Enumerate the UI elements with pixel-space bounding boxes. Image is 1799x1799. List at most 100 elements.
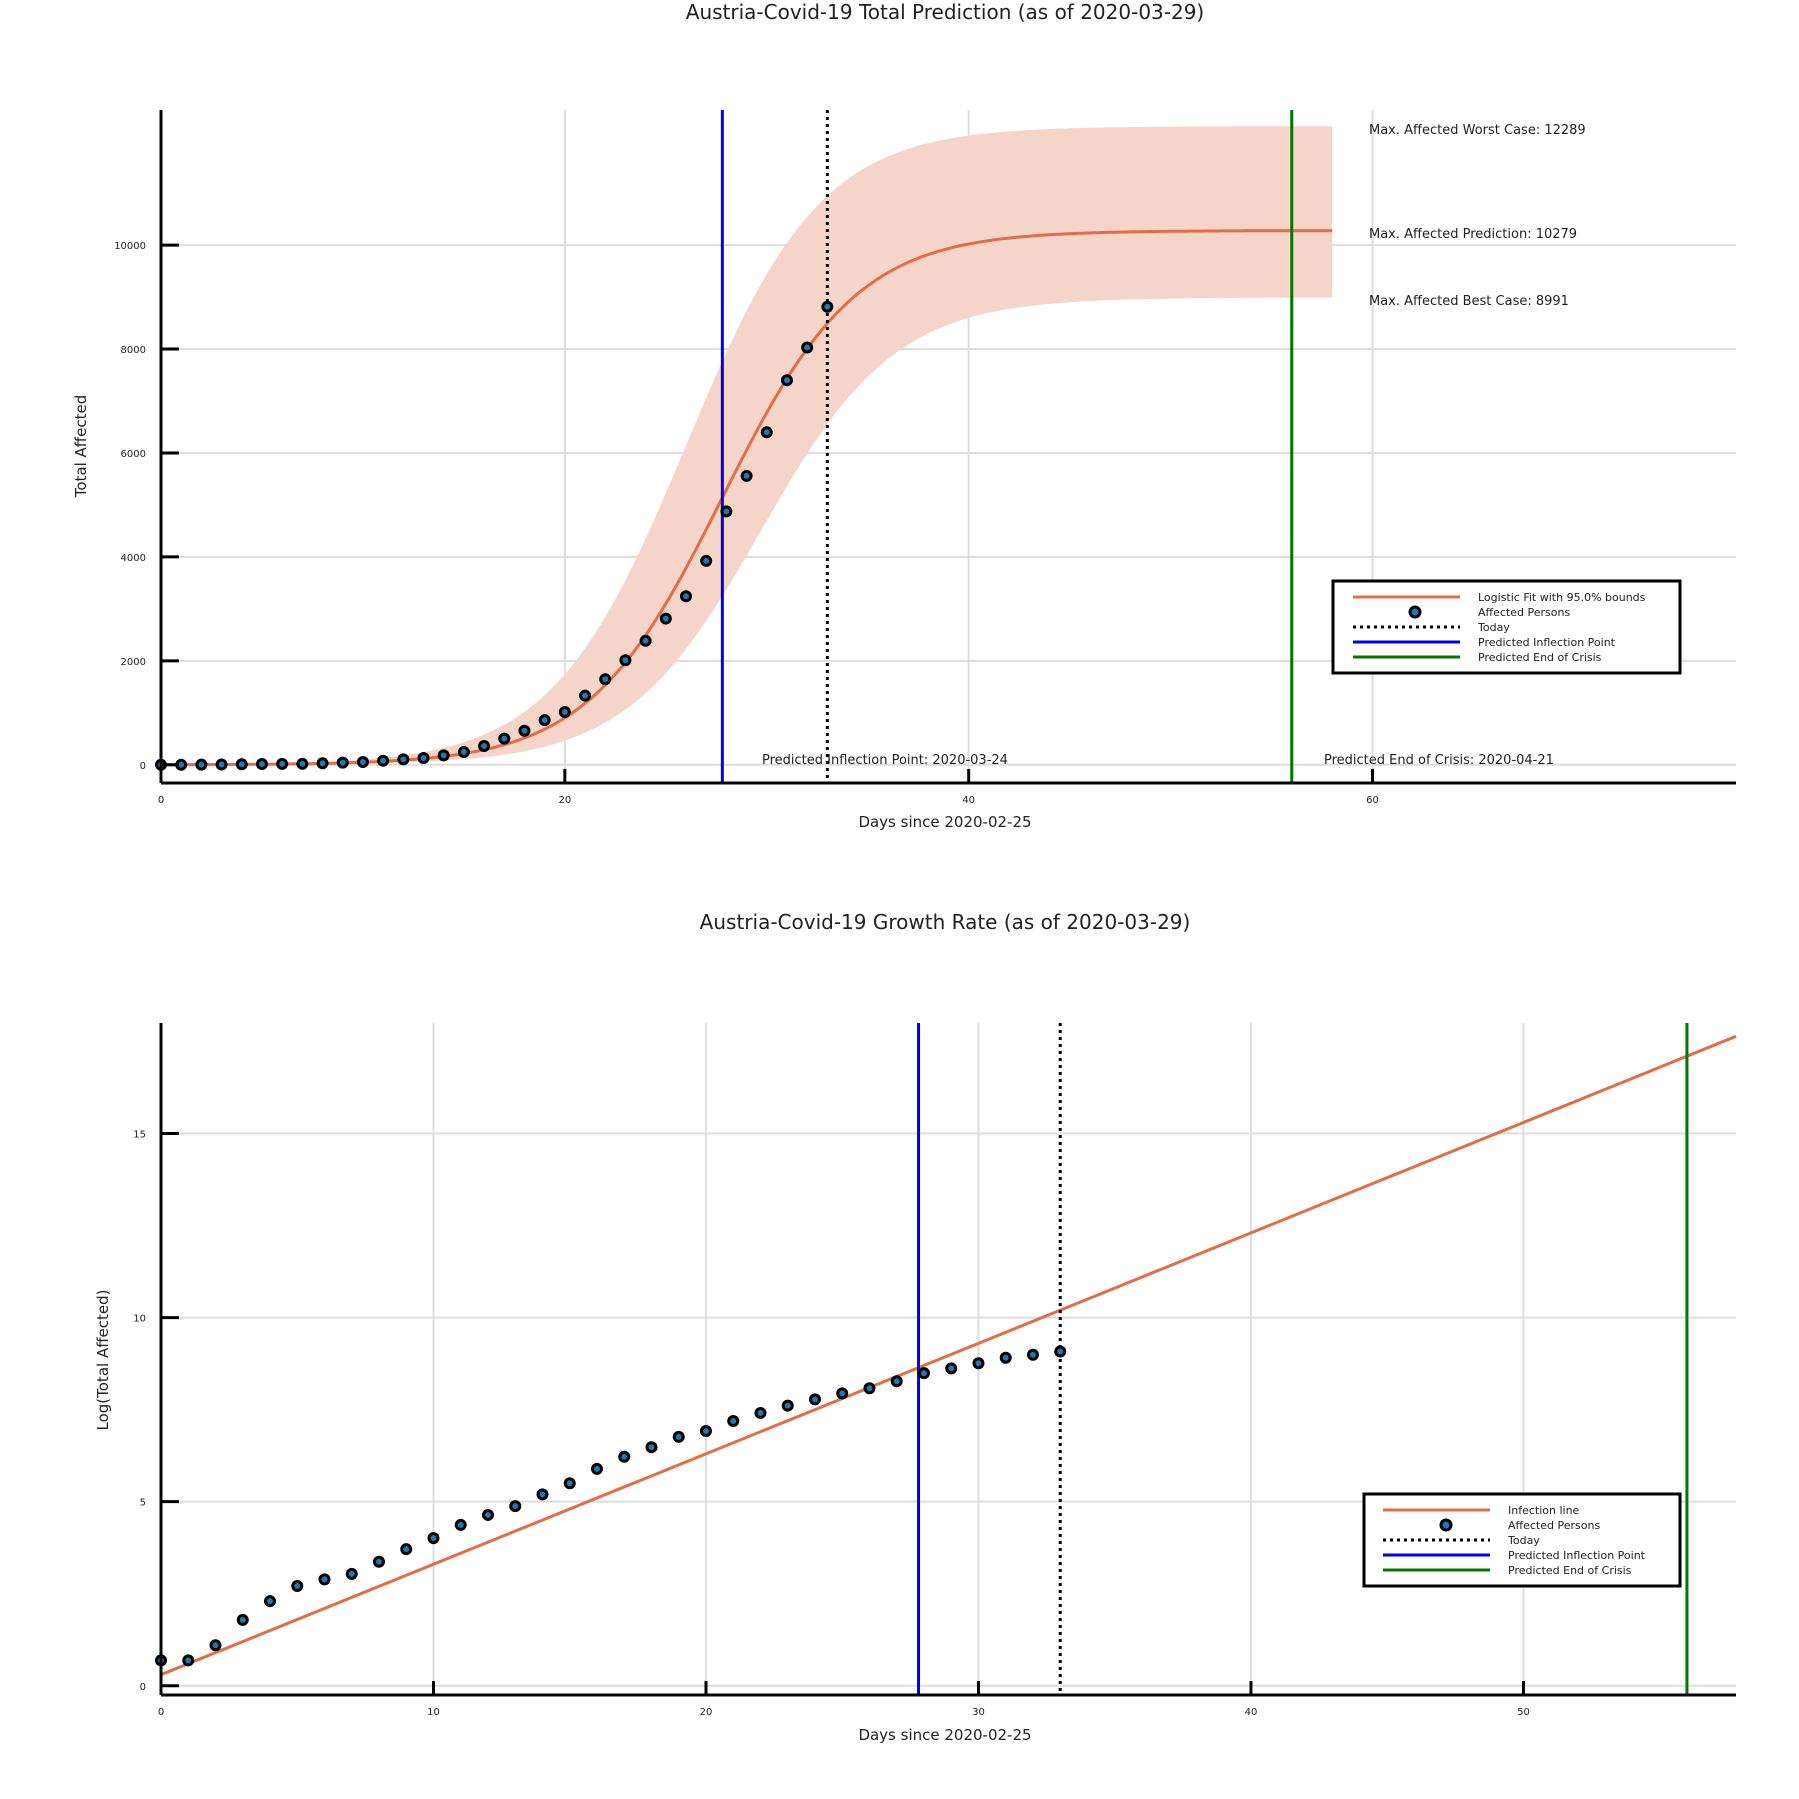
chart1-affected-points [155, 300, 834, 771]
chart2-grid [160, 1023, 1736, 1695]
data-point [215, 758, 228, 771]
chart1-y-label: Total Affected [72, 395, 90, 499]
y-tick-label: 2000 [121, 657, 146, 668]
x-tick-label: 10 [427, 1707, 440, 1718]
chart2-affected-points [155, 1345, 1067, 1667]
data-point [236, 1613, 249, 1626]
data-point [209, 1639, 222, 1652]
data-point [890, 1375, 903, 1388]
y-tick-label: 10000 [114, 241, 146, 252]
y-tick-label: 6000 [121, 449, 146, 460]
y-tick-label: 10 [133, 1314, 146, 1325]
data-point [863, 1382, 876, 1395]
x-tick-label: 0 [158, 1707, 164, 1718]
data-point [639, 634, 652, 647]
chart2-legend: Infection line Affected Persons Today Pr… [1362, 1492, 1682, 1588]
data-point [659, 612, 672, 625]
legend-fit-label: Logistic Fit with 95.0% bounds [1478, 591, 1646, 604]
y-tick-label: 5 [140, 1498, 146, 1509]
data-point [397, 753, 410, 766]
data-point [619, 654, 632, 667]
chart2-y-label: Log(Total Affected) [94, 1290, 112, 1431]
y-tick-label: 0 [140, 761, 146, 772]
data-point [296, 757, 309, 770]
data-point [372, 1555, 385, 1568]
data-point [291, 1580, 304, 1593]
data-point [481, 1508, 494, 1521]
data-point [618, 1450, 631, 1463]
data-point [599, 673, 612, 686]
annotation-inflection: Predicted Inflection Point: 2020-03-24 [762, 753, 1008, 768]
x-tick-label: 40 [1245, 1707, 1258, 1718]
annotation-end-of-crisis: Predicted End of Crisis: 2020-04-21 [1324, 753, 1554, 768]
data-point [316, 757, 329, 770]
data-point [821, 300, 834, 313]
data-point [437, 749, 450, 762]
data-point [836, 1387, 849, 1400]
data-point [917, 1367, 930, 1380]
data-point [563, 1477, 576, 1490]
chart1-x-label: Days since 2020-02-25 [858, 813, 1031, 831]
data-point [478, 740, 491, 753]
data-point [457, 746, 470, 759]
data-point [195, 758, 208, 771]
data-point [454, 1518, 467, 1531]
data-point [727, 1415, 740, 1428]
x-tick-label: 20 [558, 795, 571, 806]
data-point [318, 1573, 331, 1586]
total-prediction-chart: Austria-Covid-19 Total Prediction (as of… [72, 0, 1736, 831]
chart2-axes [159, 1023, 1736, 1697]
x-tick-label: 0 [158, 795, 164, 806]
data-point [740, 469, 753, 482]
data-point [427, 1532, 440, 1545]
data-point [1026, 1348, 1039, 1361]
data-point [417, 752, 430, 765]
chart2-title: Austria-Covid-19 Growth Rate (as of 2020… [700, 910, 1191, 934]
chart1-title: Austria-Covid-19 Total Prediction (as of… [686, 0, 1204, 24]
legend-end-label: Predicted End of Crisis [1478, 651, 1602, 664]
y-tick-label: 15 [133, 1129, 146, 1140]
data-point [972, 1357, 985, 1370]
data-point [255, 758, 268, 771]
data-point [509, 1500, 522, 1513]
legend2-points-label: Affected Persons [1508, 1519, 1600, 1532]
x-tick-label: 50 [1517, 1707, 1530, 1718]
y-tick-label: 4000 [121, 553, 146, 564]
data-point [720, 505, 733, 518]
data-point [536, 1488, 549, 1501]
legend-points-swatch [1408, 605, 1422, 619]
data-point [754, 1406, 767, 1419]
chart2-y-ticks: 0 5 10 15 [133, 1129, 179, 1693]
data-point [945, 1362, 958, 1375]
legend2-line-label: Infection line [1508, 1504, 1580, 1517]
data-point [336, 756, 349, 769]
data-point [276, 757, 289, 770]
legend2-inflection-label: Predicted Inflection Point [1508, 1549, 1646, 1562]
data-point [808, 1393, 821, 1406]
data-point [579, 689, 592, 702]
annotation-worst-case: Max. Affected Worst Case: 12289 [1369, 123, 1586, 138]
data-point [699, 1424, 712, 1437]
annotation-prediction: Max. Affected Prediction: 10279 [1369, 227, 1577, 242]
data-point [672, 1430, 685, 1443]
x-tick-label: 20 [700, 1707, 713, 1718]
data-point [680, 590, 692, 603]
data-point [356, 755, 369, 768]
chart1-x-ticks: 0 20 40 60 [158, 769, 1379, 806]
chart2-x-label: Days since 2020-02-25 [858, 1726, 1031, 1744]
data-point [700, 554, 713, 567]
data-point [999, 1351, 1012, 1364]
chart1-axes [159, 110, 1736, 785]
y-tick-label: 8000 [121, 345, 146, 356]
data-point [263, 1595, 276, 1608]
data-point [780, 374, 793, 387]
growth-rate-chart: Austria-Covid-19 Growth Rate (as of 2020… [94, 910, 1737, 1744]
x-tick-label: 30 [972, 1707, 985, 1718]
legend-points-label: Affected Persons [1478, 606, 1570, 619]
data-point [235, 758, 248, 771]
data-point [377, 754, 390, 767]
x-tick-label: 60 [1366, 795, 1379, 806]
legend2-today-label: Today [1507, 1534, 1540, 1547]
y-tick-label: 0 [140, 1682, 146, 1693]
